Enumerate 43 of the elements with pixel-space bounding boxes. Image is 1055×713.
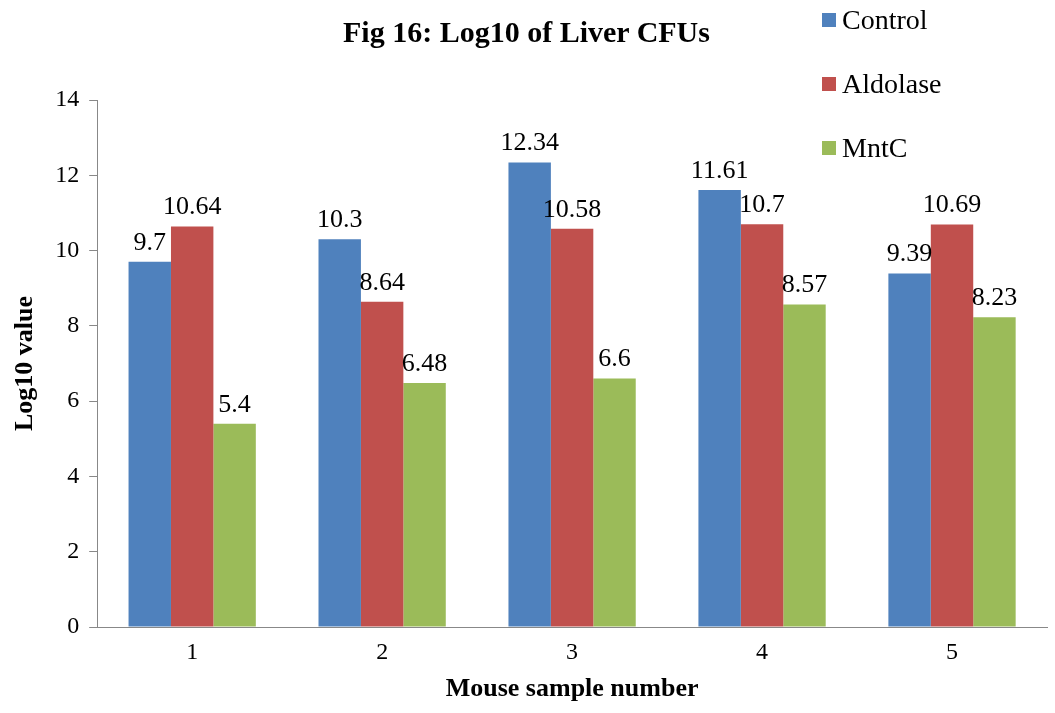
bar: [213, 423, 256, 627]
bar: [360, 301, 404, 627]
y-tick-label: 4: [67, 461, 80, 488]
data-label: 5.4: [218, 388, 251, 418]
bar: [698, 189, 741, 627]
bar: [318, 239, 361, 627]
data-label: 10.64: [162, 191, 222, 221]
y-tick-label: 12: [55, 160, 80, 187]
x-tick-label: 5: [946, 637, 959, 664]
bar: [888, 273, 931, 627]
x-axis-title: Mouse sample number: [445, 673, 699, 703]
legend-label: Control: [842, 4, 928, 36]
y-tick-label: 8: [67, 311, 80, 338]
legend-label: MntC: [842, 132, 908, 164]
bar: [593, 378, 636, 627]
y-tick-label: 6: [67, 386, 80, 413]
x-tick-label: 1: [186, 637, 199, 664]
bar: [783, 304, 826, 627]
data-label: 10.3: [316, 204, 363, 234]
data-label: 12.34: [500, 127, 559, 157]
data-label: 6.6: [598, 343, 631, 373]
legend-label: Aldolase: [842, 68, 942, 100]
data-label: 10.7: [739, 189, 785, 219]
bar: [740, 224, 784, 627]
y-axis-title: Log10 value: [9, 295, 39, 432]
y-tick-label: 14: [55, 85, 80, 112]
x-tick-label: 4: [756, 637, 769, 664]
bar: [170, 226, 214, 627]
bar: [973, 317, 1016, 627]
x-tick-label: 2: [376, 637, 389, 664]
bar: [550, 228, 594, 627]
bar: [930, 224, 974, 627]
chart-title: Fig 16: Log10 of Liver CFUs: [343, 14, 710, 48]
bar: [128, 261, 171, 627]
bar: [403, 383, 446, 627]
y-tick-label: 0: [67, 612, 80, 639]
y-tick-label: 2: [67, 537, 80, 564]
data-label: 6.48: [401, 347, 448, 377]
y-tick-label: 10: [55, 235, 80, 262]
data-label: 10.69: [922, 189, 982, 219]
data-label: 11.61: [690, 154, 749, 184]
data-label: 9.7: [133, 226, 167, 256]
x-tick-label: 3: [566, 637, 579, 664]
